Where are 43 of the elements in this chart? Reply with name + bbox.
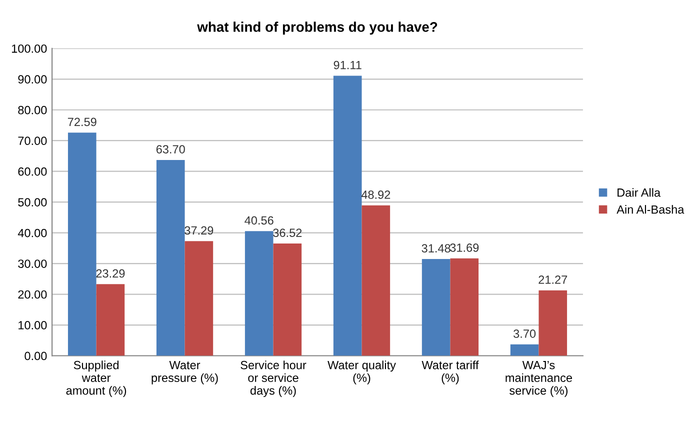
legend-label: Dair Alla — [618, 188, 661, 197]
data-label: 23.29 — [96, 269, 125, 278]
y-tick-label: 60.00 — [18, 167, 47, 176]
data-label: 72.59 — [68, 118, 96, 126]
data-label: 91.11 — [334, 60, 362, 70]
legend-label: Ain Al-Basha — [616, 205, 684, 214]
x-tick-label: Water tariff (%) — [422, 360, 479, 384]
bar — [362, 205, 390, 356]
data-label: 37.29 — [184, 226, 214, 235]
bar — [96, 284, 125, 356]
bar — [244, 231, 274, 356]
bar — [538, 290, 568, 356]
data-label: 31.48 — [422, 244, 450, 252]
y-tick-label: 80.00 — [18, 106, 47, 114]
data-label: 40.56 — [244, 216, 274, 225]
x-tick-label: Service hour or service days (%) — [240, 360, 306, 398]
y-tick-label: 20.00 — [18, 290, 47, 299]
bar — [450, 258, 479, 356]
y-tick-label: 40.00 — [18, 228, 47, 238]
data-label: 21.27 — [538, 276, 568, 284]
bar — [273, 244, 302, 356]
bar — [422, 259, 450, 356]
data-label: 63.70 — [156, 145, 185, 154]
bar — [333, 76, 362, 356]
y-tick-label: 100.00 — [12, 44, 47, 53]
y-tick-label: 10.00 — [18, 321, 47, 330]
bar — [184, 241, 214, 356]
y-tick-label: 0.00 — [24, 352, 47, 360]
bar — [510, 344, 539, 356]
data-label: 36.52 — [273, 228, 302, 238]
y-tick-label: 90.00 — [18, 75, 47, 84]
bar — [68, 132, 96, 356]
x-tick-label: Supplied water amount (%) — [66, 360, 126, 398]
x-tick-label: Water pressure (%) — [152, 361, 218, 384]
y-tick-label: 50.00 — [18, 198, 47, 206]
chart-title: what kind of problems do you have? — [197, 22, 438, 35]
data-label: 31.69 — [450, 243, 479, 252]
bar — [156, 160, 185, 356]
y-tick-label: 30.00 — [18, 260, 47, 268]
x-tick-label: Water quality (%) — [328, 360, 396, 384]
data-label: 3.70 — [514, 330, 536, 338]
y-tick-label: 70.00 — [18, 136, 47, 146]
x-tick-label: WAJ’s maintenance service (%) — [506, 361, 572, 398]
